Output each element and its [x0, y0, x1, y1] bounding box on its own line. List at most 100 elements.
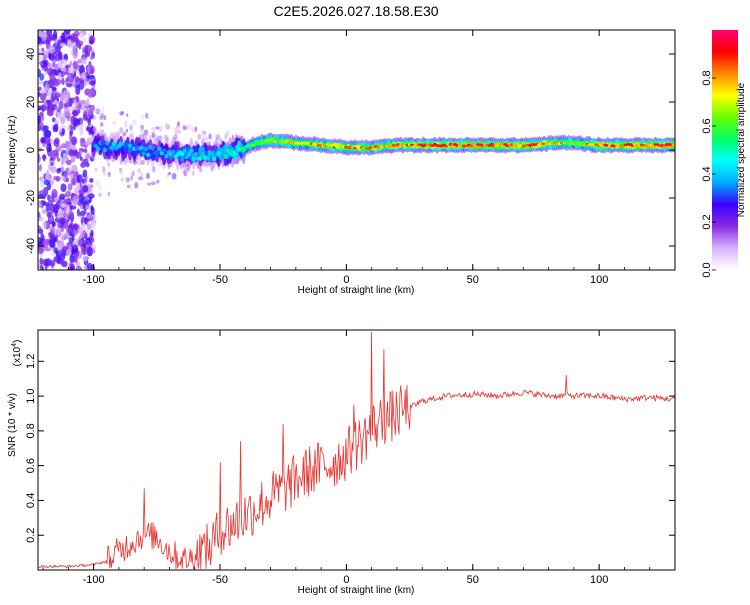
heatmap-noise-cell [50, 154, 56, 162]
heatmap-noise-cell [38, 142, 41, 148]
heatmap-noise-cell [62, 59, 68, 66]
heatmap-scatter-cell [101, 106, 105, 114]
heatmap-noise-cell [79, 156, 83, 162]
heatmap-ridge-cell [250, 143, 256, 147]
heatmap-noise-cell [38, 216, 44, 222]
heatmap-noise-cell [47, 90, 52, 100]
heatmap-noise-cell [84, 216, 88, 225]
heatmap-noise-cell [65, 83, 72, 88]
heatmap-noise-cell [88, 88, 96, 95]
heatmap-ridge-cell [150, 145, 155, 151]
heatmap-noise-cell [70, 150, 78, 156]
heatmap-scatter-cell [158, 160, 161, 167]
x-tick-label: 50 [467, 274, 479, 286]
heatmap-noise-cell [83, 209, 87, 215]
heatmap-noise-cell [54, 64, 60, 71]
heatmap-scatter-cell [107, 191, 111, 197]
spectrogram-y-axis-label: Frequency (Hz) [7, 116, 18, 185]
heatmap-noise-cell [57, 59, 63, 69]
heatmap-scatter-cell [100, 122, 104, 127]
heatmap-ridge-cell [127, 143, 133, 149]
heatmap-noise-cell [80, 230, 85, 239]
heatmap-noise-cell [69, 266, 74, 270]
y-tick-label: 40 [25, 48, 37, 60]
snr-frame [37, 329, 676, 571]
heatmap-scatter-cell [129, 124, 133, 131]
heatmap-noise-cell [87, 118, 91, 126]
heatmap-noise-cell [52, 81, 60, 87]
heatmap-scatter-cell [120, 178, 124, 182]
heatmap-scatter-cell [183, 169, 187, 176]
heatmap-noise-cell [84, 140, 91, 146]
heatmap-noise-cell [76, 208, 80, 217]
heatmap-noise-cell [80, 72, 87, 80]
heatmap-noise-cell [46, 169, 50, 178]
heatmap-scatter-cell [94, 168, 98, 172]
snr-series-line [38, 331, 675, 570]
snr-x-axis-label: Height of straight line (km) [298, 585, 415, 596]
spectrogram-y-ticks: -40 -20 0 20 40 [25, 48, 675, 254]
heatmap-scatter-cell [98, 184, 102, 191]
heatmap-noise-cell [38, 154, 41, 164]
heatmap-noise-cell [78, 102, 82, 110]
x-tick-label: 100 [590, 274, 608, 286]
heatmap-noise-cell [49, 75, 57, 84]
heatmap-ridge-cell [223, 154, 228, 159]
x-tick-label: 100 [590, 574, 608, 586]
heatmap-noise-cell [70, 178, 77, 186]
heatmap-noise-cell [88, 193, 95, 199]
heatmap-noise-cell [85, 237, 91, 244]
heatmap-noise-cell [39, 73, 45, 81]
y-tick-label: 0.8 [25, 423, 37, 438]
heatmap-ridge-cell [489, 142, 494, 146]
heatmap-noise-cell [83, 148, 88, 153]
snr-panel: -100 -50 0 50 100 0.2 0.4 0.6 0.8 1.0 1.2 Height … [7, 329, 676, 596]
heatmap-scatter-cell [156, 179, 160, 184]
heatmap-noise-cell [43, 179, 50, 186]
heatmap-noise-cell [54, 53, 61, 62]
heatmap-scatter-cell [140, 124, 145, 131]
heatmap-noise-cell [77, 108, 81, 114]
heatmap-noise-cell [86, 246, 93, 257]
heatmap-noise-cell [52, 203, 60, 214]
heatmap-noise-cell [50, 226, 56, 235]
heatmap-ridge-cell [191, 156, 196, 162]
heatmap-noise-cell [70, 115, 77, 126]
heatmap-noise-cell [86, 98, 90, 108]
heatmap-noise-cell [61, 128, 65, 135]
colorbar-tick-label: 0.6 [701, 118, 713, 133]
heatmap-noise-cell [89, 80, 96, 86]
snr-y-ticks: 0.2 0.4 0.6 0.8 1.0 1.2 [25, 354, 675, 543]
heatmap-noise-cell [45, 203, 51, 213]
y-tick-label: 1.2 [25, 354, 37, 369]
heatmap-noise-cell [47, 194, 51, 201]
figure-title: C2E5.2026.027.18.58.E30 [273, 3, 438, 19]
snr-y-multiplier-base: (x10 [12, 346, 23, 366]
heatmap-noise-cell [45, 35, 52, 42]
heatmap-noise-cell [82, 255, 88, 262]
heatmap-noise-cell [73, 98, 77, 109]
heatmap-noise-cell [63, 102, 70, 108]
heatmap-noise-cell [53, 247, 58, 254]
x-tick-label: 0 [343, 274, 349, 286]
snr-y-multiplier-exponent: 4 [11, 343, 18, 347]
heatmap-noise-cell [76, 174, 83, 184]
heatmap-noise-cell [65, 177, 70, 183]
heatmap-ridge-cell [171, 149, 176, 155]
colorbar: 0.0 0.2 0.4 0.6 0.8 Normalized spectral ampl… [701, 30, 747, 278]
heatmap-noise-cell [89, 178, 94, 183]
heatmap-noise-cell [65, 190, 72, 198]
heatmap-noise-cell [77, 58, 83, 64]
heatmap-noise-cell [65, 248, 72, 257]
heatmap-ridge-cell [198, 156, 203, 161]
heatmap-scatter-cell [140, 159, 145, 166]
heatmap-scatter-cell [171, 172, 177, 180]
heatmap-noise-cell [53, 139, 60, 147]
heatmap-ridge-cell [155, 149, 160, 155]
snr-y-multiplier: (x104) [11, 340, 23, 367]
heatmap-noise-cell [48, 44, 56, 55]
heatmap-scatter-cell [128, 183, 132, 190]
heatmap-scatter-cell [159, 127, 162, 133]
heatmap-ridge-cell [330, 144, 335, 147]
